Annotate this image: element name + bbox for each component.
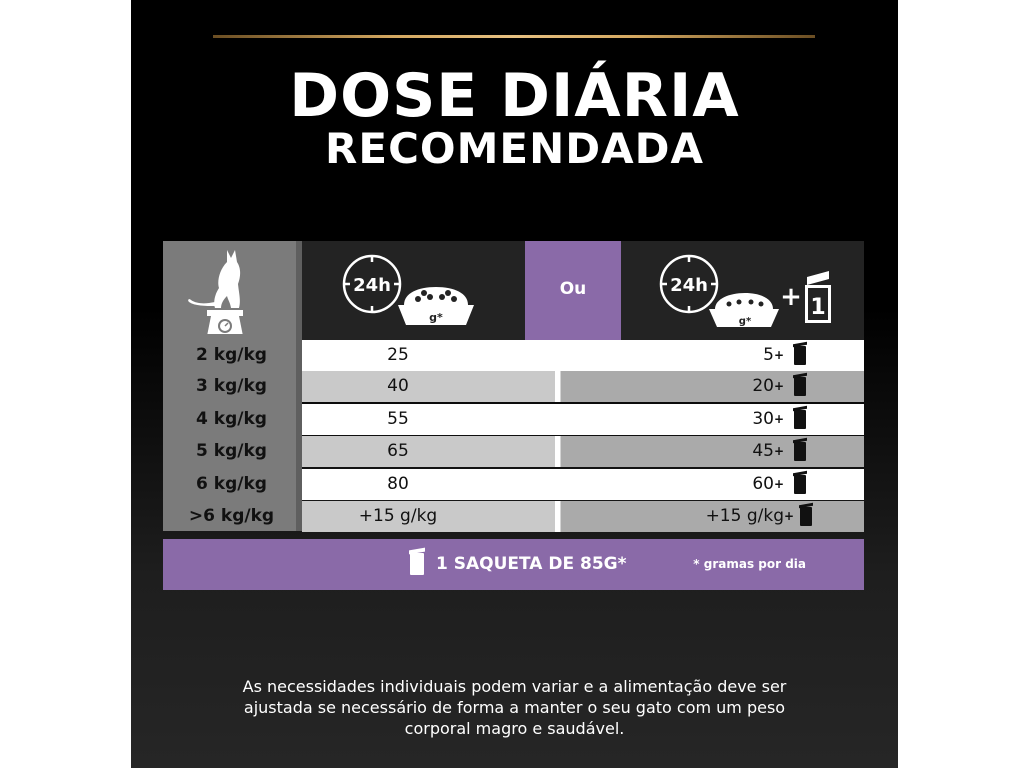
plus-sign: +	[773, 477, 784, 491]
cat-weight-column	[163, 241, 296, 531]
row-background	[302, 371, 864, 402]
clock-bowl-icon: 24h g*	[342, 254, 474, 325]
dry-amount: 65	[387, 441, 409, 461]
disclaimer-line-1: As necessidades individuais podem variar…	[242, 677, 787, 696]
grams-note: * gramas por dia	[693, 557, 806, 571]
pouch-icon	[794, 475, 806, 494]
row-background	[302, 469, 864, 500]
dry-amount: 80	[387, 474, 409, 494]
row-background	[302, 340, 864, 371]
cat-on-scale-icon	[188, 250, 243, 334]
pouch-icon	[794, 377, 806, 396]
table-row: 6 kg/kg 80 60 +	[163, 469, 864, 500]
pouch-icon	[410, 553, 424, 575]
table-row: 5 kg/kg 65 45 +	[163, 436, 864, 467]
mixed-amount: 20	[752, 376, 774, 396]
table-row: 4 kg/kg 55 30 +	[163, 404, 864, 435]
table-row: 3 kg/kg 40 20 +	[163, 371, 864, 402]
mixed-hours-label: 24h	[670, 275, 708, 296]
dry-amount: 40	[387, 376, 409, 396]
row-background	[302, 436, 864, 467]
dry-unit-label: g*	[429, 311, 443, 324]
pouch-icon	[794, 442, 806, 461]
plus-sign: +	[783, 509, 794, 523]
mixed-unit-label: g*	[739, 316, 752, 327]
mixed-amount: 60	[752, 474, 774, 494]
column-divider	[296, 241, 302, 531]
dry-hours-label: 24h	[353, 275, 391, 296]
clock-bowl-pouch-icon: 24h g* + 1	[659, 254, 831, 327]
weight-label: 2 kg/kg	[196, 345, 267, 365]
pouch-icon	[794, 346, 806, 365]
header-or: Ou	[525, 241, 621, 340]
title-line-2: RECOMENDADA	[325, 124, 704, 173]
gold-divider	[213, 35, 815, 38]
header-mixed: 24h g* + 1	[621, 241, 864, 340]
title-line-1: DOSE DIÁRIA	[289, 61, 740, 131]
plus-sign: +	[773, 379, 784, 393]
table-row: 2 kg/kg 25 5 +	[163, 340, 864, 371]
mixed-amount: 30	[752, 409, 774, 429]
pouch-icon	[794, 410, 806, 429]
mixed-amount: 5	[763, 345, 774, 365]
table-row: >6 kg/kg +15 g/kg +15 g/kg +	[163, 501, 864, 532]
feeding-table: 24h g* Ou 24h g* + 1	[163, 241, 864, 590]
plus-sign: +	[773, 412, 784, 426]
dry-amount: 25	[387, 345, 409, 365]
row-background	[302, 404, 864, 435]
row-background	[302, 501, 864, 532]
disclaimer-line-3: corporal magro e saudável.	[404, 719, 625, 738]
plus-sign: +	[773, 444, 784, 458]
disclaimer: As necessidades individuais podem variar…	[131, 676, 898, 739]
disclaimer-line-2: ajustada se necessário de forma a manter…	[243, 698, 786, 717]
weight-label: >6 kg/kg	[188, 506, 275, 526]
plus-sign: +	[773, 348, 784, 362]
mixed-amount: +15 g/kg	[705, 506, 784, 526]
header-dry-only: 24h g*	[302, 241, 525, 340]
pouch-label: 1 SAQUETA DE 85G*	[436, 554, 627, 574]
weight-label: 3 kg/kg	[196, 376, 267, 396]
weight-label: 5 kg/kg	[196, 441, 267, 461]
mixed-plus-label: +	[780, 282, 802, 312]
weight-label: 4 kg/kg	[196, 409, 267, 429]
pouch-icon	[800, 507, 812, 526]
dry-amount: +15 g/kg	[358, 506, 438, 526]
pouch-footer: 1 SAQUETA DE 85G* * gramas por dia	[163, 539, 864, 590]
mixed-pouch-count: 1	[810, 295, 825, 320]
mixed-amount: 45	[752, 441, 774, 461]
weight-label: 6 kg/kg	[196, 474, 267, 494]
dry-amount: 55	[387, 409, 409, 429]
